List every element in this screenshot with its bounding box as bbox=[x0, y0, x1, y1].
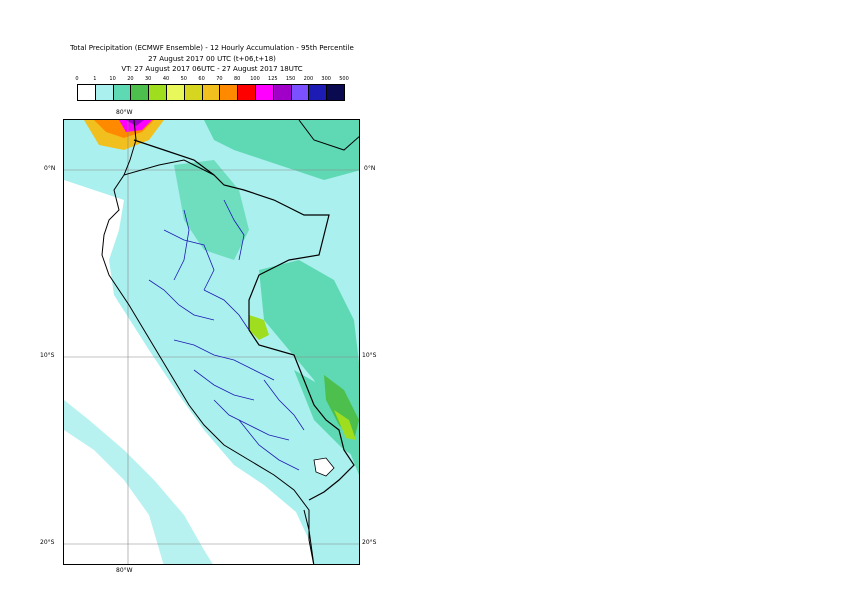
legend-swatch bbox=[130, 84, 150, 101]
legend-swatch bbox=[290, 84, 310, 101]
legend-tick-label: 100 bbox=[250, 76, 260, 82]
lat-label-left-0n: 0°N bbox=[44, 165, 56, 172]
lat-label-left-10s: 10°S bbox=[40, 352, 55, 359]
precip-field-moderate-east bbox=[259, 260, 359, 475]
legend-swatch bbox=[272, 84, 292, 101]
legend-tick-label: 0 bbox=[75, 76, 79, 82]
lat-label-right-20s: 20°S bbox=[362, 539, 377, 546]
precip-field-moderate-north bbox=[204, 120, 359, 180]
lon-label-bottom: 80°W bbox=[116, 567, 133, 574]
lat-label-right-0n: 0°N bbox=[364, 165, 376, 172]
lon-label-top: 80°W bbox=[116, 109, 133, 116]
legend-tick-label: 125 bbox=[268, 76, 278, 82]
legend-swatch bbox=[148, 84, 167, 101]
legend-tick-label: 20 bbox=[127, 76, 134, 82]
border-chile bbox=[303, 509, 315, 564]
legend-swatch bbox=[237, 84, 256, 101]
national-border bbox=[133, 139, 355, 501]
precip-field-light bbox=[64, 120, 359, 564]
map-canvas bbox=[64, 120, 359, 564]
national-border-east bbox=[298, 120, 359, 151]
regional-boundaries bbox=[148, 199, 305, 471]
legend-tick-label: 200 bbox=[303, 76, 314, 82]
legend-swatch bbox=[308, 84, 328, 101]
precip-heavy-mid bbox=[249, 315, 269, 340]
legend-swatch bbox=[201, 84, 221, 101]
legend-tick-label: 70 bbox=[216, 76, 223, 82]
national-border-ec bbox=[123, 159, 215, 176]
legend-swatch bbox=[183, 84, 203, 101]
precip-extreme-core bbox=[126, 120, 144, 126]
precip-extreme bbox=[119, 120, 152, 132]
precip-field-moderate-center bbox=[174, 160, 249, 260]
precip-green-east bbox=[334, 410, 356, 440]
legend-tick-label: 10 bbox=[109, 76, 116, 82]
lake-titicaca bbox=[313, 457, 335, 477]
valid-time-label: VT: 27 August 2017 06UTC - 27 August 201… bbox=[121, 65, 303, 73]
legend-tick-label: 30 bbox=[145, 76, 152, 82]
legend-tick-label: 80 bbox=[234, 76, 241, 82]
legend-tick-label: 500 bbox=[339, 76, 349, 82]
legend-tick-label: 50 bbox=[180, 76, 187, 82]
legend-swatch bbox=[77, 84, 96, 101]
legend-tick-label: 60 bbox=[198, 76, 205, 82]
legend-swatch bbox=[112, 84, 132, 101]
precip-field-ocean-white bbox=[64, 430, 164, 564]
run-time-label: 27 August 2017 00 UTC (t+06,t+18) bbox=[148, 55, 276, 63]
legend-tick-label: 150 bbox=[285, 76, 296, 82]
precip-field-moderate-south bbox=[294, 370, 359, 459]
legend-swatch bbox=[166, 84, 185, 101]
legend-swatch bbox=[94, 84, 114, 101]
legend-tick-label: 1 bbox=[93, 76, 97, 82]
map-title: Total Precipitation (ECMWF Ensemble) - 1… bbox=[70, 44, 354, 52]
legend-tick-label: 40 bbox=[162, 76, 170, 82]
legend-tick-label: 300 bbox=[321, 76, 331, 82]
lat-label-left-20s: 20°S bbox=[40, 539, 55, 546]
lat-label-right-10s: 10°S bbox=[362, 352, 377, 359]
legend-swatch bbox=[255, 84, 274, 101]
precipitation-map bbox=[63, 119, 360, 565]
legend-swatch bbox=[219, 84, 239, 101]
legend-swatch bbox=[326, 84, 345, 101]
coastline bbox=[101, 120, 315, 564]
